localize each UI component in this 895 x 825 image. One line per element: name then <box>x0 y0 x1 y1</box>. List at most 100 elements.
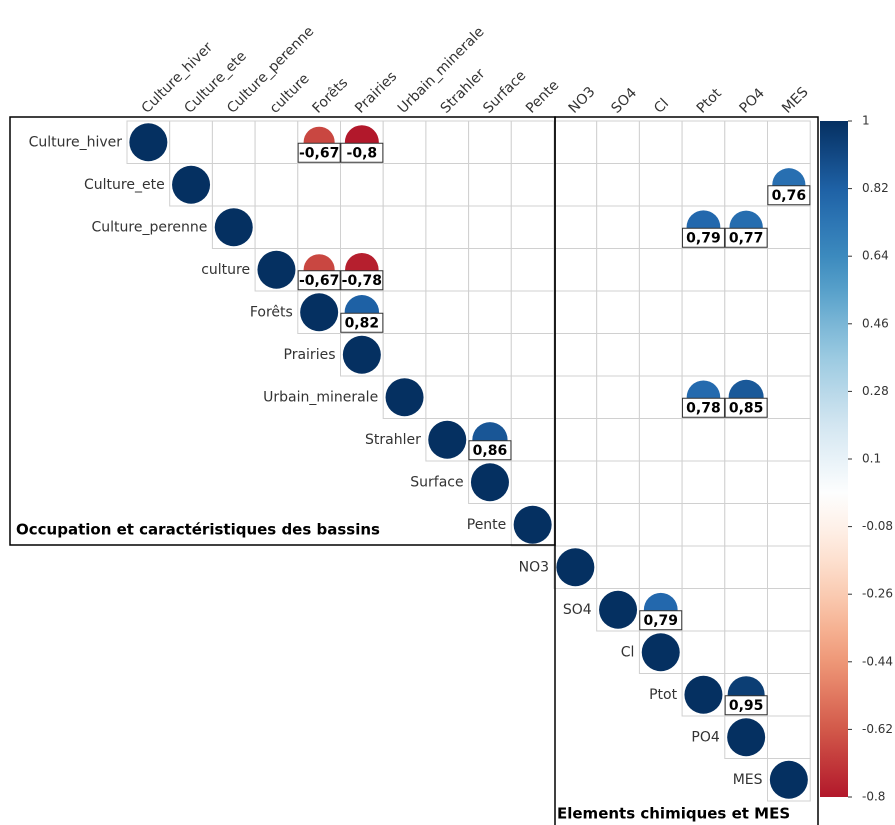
value-label: 0,76 <box>772 188 807 204</box>
colorbar-tick-label: 0.46 <box>862 316 889 330</box>
grid-cell <box>681 630 726 674</box>
group-box <box>554 116 819 825</box>
corr-circle <box>129 123 168 162</box>
column-label: SO4 <box>608 85 640 117</box>
corr-circle <box>470 463 509 502</box>
grid-cell <box>767 333 811 377</box>
value-label-box <box>681 397 725 418</box>
value-label-box <box>297 142 341 163</box>
grid-cell <box>681 333 726 377</box>
grid-cell <box>724 588 768 632</box>
grid-cell <box>468 375 512 419</box>
grid-cell <box>724 545 768 589</box>
row-label: Culture_ete <box>84 177 165 193</box>
value-label-box <box>681 227 725 248</box>
grid-cell <box>553 205 598 249</box>
corr-circle <box>214 208 253 247</box>
grid-cell <box>340 205 384 249</box>
grid-cell <box>724 248 768 292</box>
grid-cell <box>767 673 811 717</box>
grid-cell <box>638 248 683 292</box>
grid-cell <box>596 460 640 504</box>
row-label: NO3 <box>519 559 549 575</box>
grid-cell <box>596 120 640 164</box>
grid-cell <box>425 375 470 419</box>
value-label: 0,95 <box>729 698 764 714</box>
row-label: MES <box>733 772 763 788</box>
grid-cell <box>681 418 726 462</box>
row-label: Strahler <box>365 432 421 448</box>
column-label: Ptot <box>694 85 725 116</box>
grid-cell <box>510 290 555 334</box>
row-label: Prairies <box>284 347 336 363</box>
grid-cell <box>510 248 555 292</box>
grid-cell <box>510 205 555 249</box>
corr-circle <box>342 335 381 374</box>
grid-cell <box>681 120 726 164</box>
grid-cell <box>681 163 726 207</box>
grid-cell <box>468 248 512 292</box>
grid-cell <box>510 120 555 164</box>
grid-cell <box>596 418 640 462</box>
grid-cell <box>724 163 768 207</box>
corr-circle <box>300 293 339 332</box>
grid-cell <box>767 715 811 759</box>
grid-cell <box>425 120 470 164</box>
grid-cell <box>382 120 427 164</box>
grid-cell <box>425 205 470 249</box>
grid-cell <box>468 290 512 334</box>
grid-cell <box>681 503 726 547</box>
corr-circle <box>385 378 424 417</box>
colorbar-tick-label: 0.82 <box>862 181 889 195</box>
value-label-box <box>340 270 384 291</box>
colorbar-tick-label: 0.64 <box>862 249 889 263</box>
grid-cell <box>596 333 640 377</box>
value-label: 0,79 <box>686 230 721 246</box>
grid-cell <box>724 418 768 462</box>
grid-cell <box>169 120 213 164</box>
grid-cell <box>638 375 683 419</box>
corr-circle <box>599 590 638 629</box>
grid-cell <box>382 333 427 377</box>
grid-cell <box>510 460 555 504</box>
grid-cell <box>553 460 598 504</box>
grid-cell <box>425 163 470 207</box>
grid-cell <box>596 163 640 207</box>
grid-cell <box>510 375 555 419</box>
value-label-box <box>340 142 384 163</box>
grid-cell <box>297 205 341 249</box>
grid-cell <box>638 503 683 547</box>
grid-cell <box>382 248 427 292</box>
grid-cell <box>681 460 726 504</box>
row-label: Culture_hiver <box>29 134 123 150</box>
grid-cell <box>553 163 598 207</box>
grid-cell <box>553 503 598 547</box>
grid-cell <box>468 205 512 249</box>
column-label: Prairies <box>352 69 400 117</box>
row-label: Pente <box>467 517 507 533</box>
grid-cell <box>553 418 598 462</box>
grid-cell <box>340 163 384 207</box>
grid-cell <box>596 375 640 419</box>
colorbar <box>820 121 848 797</box>
column-label: MES <box>779 84 811 116</box>
column-label: Culture_hiver <box>139 39 217 117</box>
row-label: PO4 <box>691 729 719 745</box>
row-label: Forêts <box>250 304 293 320</box>
corr-circle <box>428 420 467 459</box>
grid-cell <box>510 418 555 462</box>
grid-cell <box>767 503 811 547</box>
grid-cell <box>596 545 640 589</box>
grid-cell <box>767 205 811 249</box>
row-label: culture <box>201 262 250 278</box>
value-label: 0,79 <box>643 613 678 629</box>
grid-cell <box>638 290 683 334</box>
value-label-box <box>767 185 811 206</box>
colorbar-tick-label: 0.28 <box>862 384 889 398</box>
colorbar-tick-label: -0.44 <box>862 654 893 668</box>
value-label: 0,82 <box>345 315 380 331</box>
column-label: NO3 <box>566 84 599 117</box>
grid-cell <box>254 205 299 249</box>
grid-cell <box>211 163 256 207</box>
